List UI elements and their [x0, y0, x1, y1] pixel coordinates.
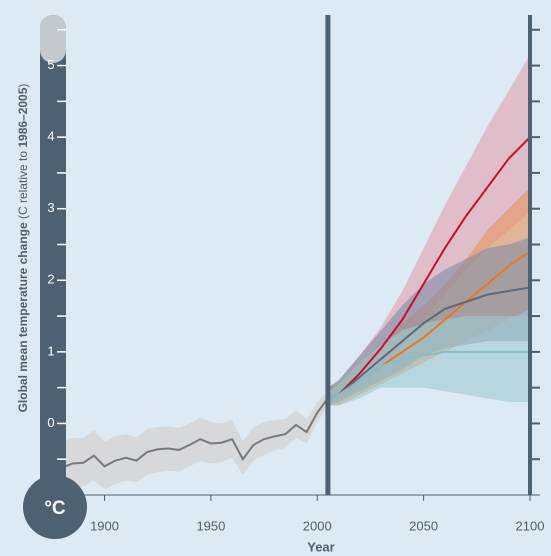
thermometer-top [40, 15, 66, 63]
y-axis-title-part: 1986–2005 [16, 87, 30, 147]
y-tick-label: 2 [47, 272, 54, 287]
thermometer-tube [40, 15, 66, 495]
x-tick-label: 2050 [409, 518, 438, 533]
y-tick-label: 1 [47, 343, 54, 358]
y-axis-title-part: Global mean temperature change [16, 222, 30, 412]
series-line [327, 136, 531, 400]
y-tick-label: 3 [47, 200, 54, 215]
x-tick-label: 1900 [90, 518, 119, 533]
series-line [61, 397, 329, 469]
thermometer-bulb [23, 475, 87, 539]
series-line [327, 350, 530, 400]
series-line [327, 286, 531, 400]
unit-label: °C [44, 498, 66, 519]
y-tick-label: 5 [47, 57, 54, 72]
y-tick-label: 0 [47, 415, 54, 430]
uncertainty-band [327, 54, 530, 406]
x-tick-label: 1950 [196, 518, 225, 533]
x-tick-label: 2100 [516, 518, 545, 533]
y-axis-title: Global mean temperature change (C relati… [16, 84, 30, 413]
x-axis-title: Year [307, 539, 334, 554]
uncertainty-band [327, 316, 530, 406]
y-axis-title-part: ) [16, 84, 30, 88]
y-tick-label: 4 [47, 129, 54, 144]
y-axis-title-part: (C relative to [16, 148, 30, 223]
x-tick-label: 2000 [303, 518, 332, 533]
